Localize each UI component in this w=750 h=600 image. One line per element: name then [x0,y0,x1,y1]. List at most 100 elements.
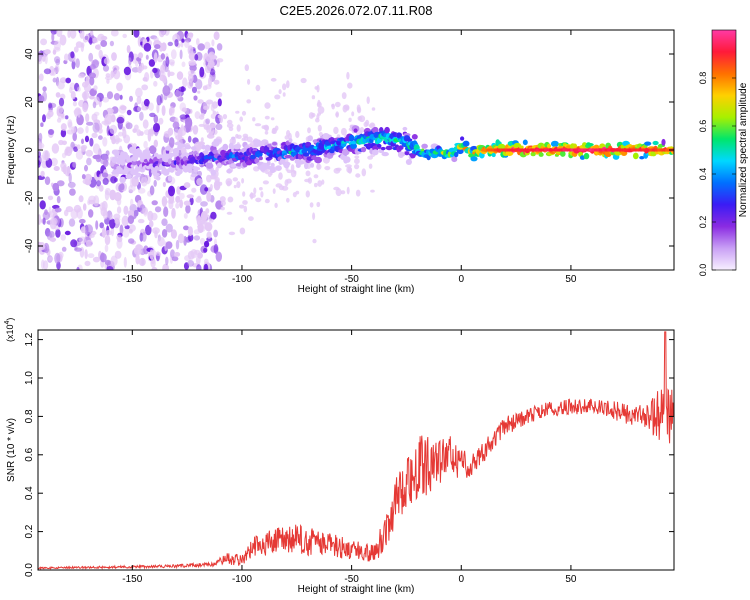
halo-blob [264,102,271,109]
noise-blob [152,67,158,74]
halo-blob [255,84,261,92]
noise-blob [91,132,98,138]
halo-blob [220,200,226,207]
halo-blob [226,211,233,215]
noise-blob [44,49,51,55]
noise-blob [141,101,145,108]
noise-blob [188,233,194,242]
noise-blob [156,103,160,114]
ridge-blob [186,163,194,169]
halo-blob [305,170,311,177]
noise-blob [137,187,146,194]
y-tick-label: 0.2 [24,524,35,538]
noise-blob [168,71,175,77]
halo-blob [203,105,210,111]
halo-blob [254,123,262,127]
noise-blob [98,135,103,140]
noise-blob [56,105,64,115]
ridge-blob [119,176,126,183]
noise-blob [116,82,123,92]
noise-blob [70,51,75,59]
noise-blob [48,102,53,109]
ridge-blob [519,145,524,149]
noise-blob [162,76,167,84]
noise-blob [149,185,155,196]
halo-blob [359,126,365,133]
snr-marks [38,331,674,570]
ridge-blob [212,149,219,155]
noise-blob [83,91,87,102]
noise-blob [139,111,144,121]
halo-blob [284,179,289,187]
noise-blob [69,188,76,196]
noise-blob [67,30,71,38]
noise-blob [38,214,42,225]
halo-blob [290,164,295,172]
noise-blob [128,238,135,244]
ridge-blob [421,143,428,149]
noise-blob [48,256,54,261]
colorbar: 0.0 0.2 0.4 0.6 0.8 Normalized spectral ampl… [698,29,749,276]
noise-blob [38,73,44,82]
halo-blob [286,197,290,203]
halo-blob [209,123,216,129]
halo-blob [295,190,300,195]
noise-blob [76,267,80,270]
noise-blob [136,95,142,105]
halo-blob [340,127,347,136]
noise-blob [51,32,55,42]
halo-blob [311,112,316,118]
ridge-blob [111,156,119,164]
halo-blob [206,231,212,239]
noise-blob [48,206,52,216]
colorbar-tick-label: 0.4 [698,168,708,181]
noise-blob [104,114,113,125]
ridge-blob [348,134,355,142]
noise-blob [162,263,169,270]
spectrogram-axes: -150 -100 -50 0 50 -40 -20 0 20 40 [24,30,674,285]
noise-blob [64,230,71,236]
noise-blob [84,260,91,267]
halo-blob [314,86,319,90]
halo-blob [340,190,346,195]
figure-title: C2E5.2026.072.07.11.R08 [280,3,433,18]
noise-blob [38,241,43,253]
noise-blob [61,167,65,172]
noise-blob [118,131,123,137]
noise-blob [91,113,98,122]
noise-blob [80,146,87,152]
noise-blob [72,57,77,63]
ridge-blob [491,152,496,158]
noise-blob [126,45,131,54]
noise-blob [67,121,73,129]
ridge-blob [152,172,160,177]
noise-blob [122,228,130,238]
noise-blob [170,229,177,239]
noise-blob [142,119,149,129]
noise-blob [175,239,180,250]
noise-blob [192,125,199,135]
halo-blob [366,96,370,104]
halo-blob [206,99,214,105]
noise-blob [106,266,114,270]
noise-blob [195,79,203,90]
noise-blob [154,44,161,50]
noise-blob [100,252,105,263]
noise-blob [116,238,123,249]
noise-blob [77,127,84,134]
ridge-blob [376,137,382,144]
ridge-blob [385,145,393,151]
noise-blob [217,98,222,107]
ridge-blob [341,148,350,156]
noise-blob [101,200,108,211]
noise-blob [67,181,76,188]
noise-blob [185,117,193,129]
noise-blob [133,30,140,38]
noise-blob [92,37,99,44]
ridge-blob [349,140,358,145]
noise-blob [100,35,108,41]
halo-blob [317,106,325,114]
noise-blob [194,54,199,61]
noise-blob [54,252,61,264]
halo-blob [247,78,251,85]
